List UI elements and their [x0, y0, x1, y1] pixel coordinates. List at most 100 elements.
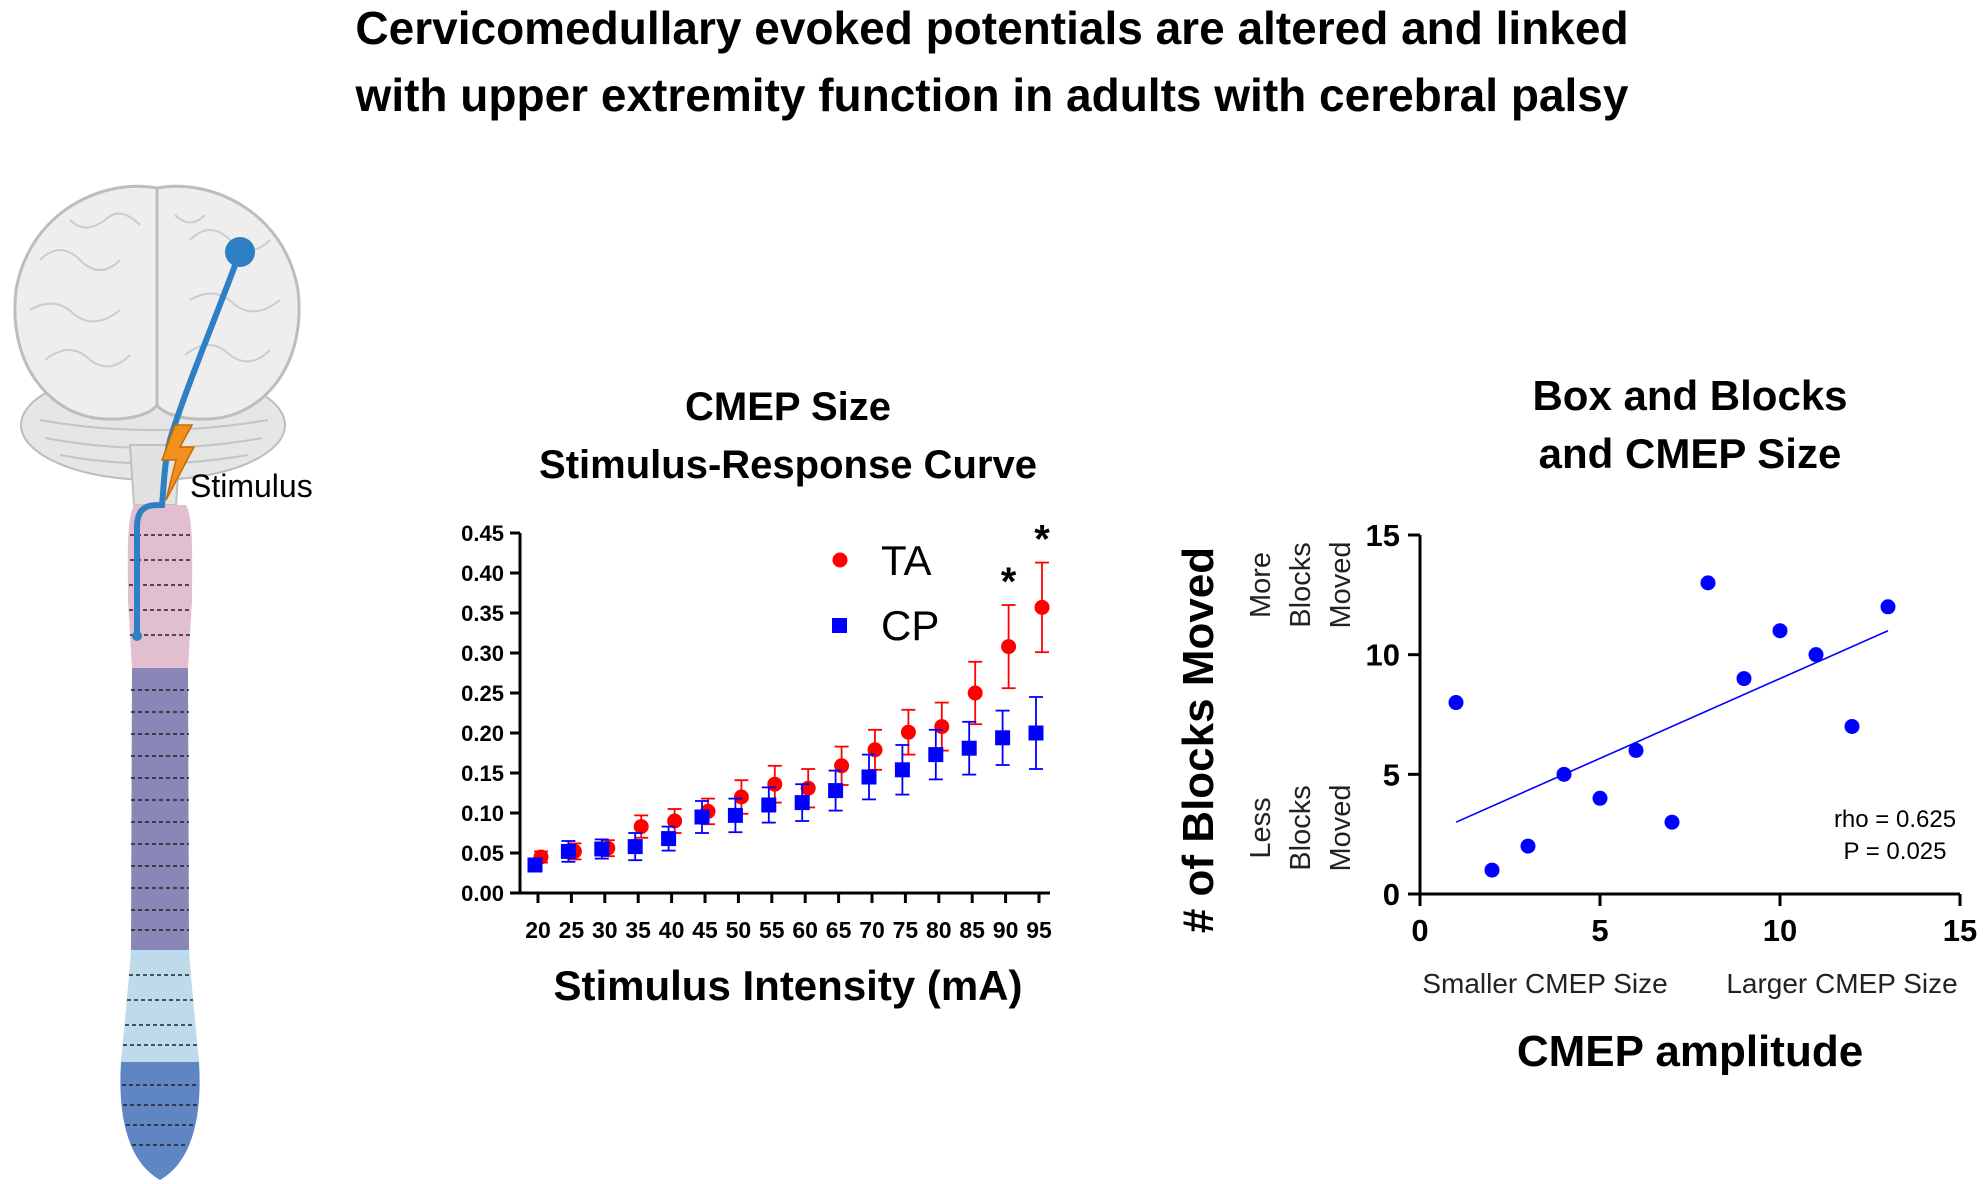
data-point-ta	[967, 685, 983, 701]
y-sublabel-upper-3: Moved	[1325, 541, 1357, 628]
y-sublabel-upper-1: More	[1245, 552, 1277, 618]
data-point-ta	[633, 819, 649, 835]
chart2-x-tick-label: 0	[1411, 913, 1428, 948]
scatter-point	[1880, 599, 1896, 615]
chart1-y-tick-label: 0.00	[461, 881, 504, 906]
sacral-segment	[120, 1062, 200, 1180]
brain-gyri	[29, 212, 281, 368]
data-point-ta	[667, 813, 683, 829]
chart2-y-tick-label: 15	[1366, 518, 1400, 553]
stimulus-response-chart: CMEP Size Stimulus-Response Curve 0.00 0.…	[461, 385, 1052, 1009]
anatomy-illustration: Stimulus	[13, 184, 313, 1180]
scatter-point	[1448, 695, 1464, 711]
data-point-ta	[1001, 639, 1017, 655]
chart1-x-tick-label: 55	[759, 917, 785, 943]
chart2-p-stat: P = 0.025	[1844, 838, 1947, 865]
chart1-y-tick-label: 0.05	[461, 841, 504, 866]
scatter-point	[1772, 623, 1788, 639]
legend-cp-marker	[832, 618, 847, 633]
data-point-cp	[761, 797, 777, 813]
data-point-cp	[995, 730, 1011, 746]
chart1-y-tick-label: 0.15	[461, 761, 504, 786]
chart1-x-tick-label: 95	[1026, 917, 1052, 943]
chart1-x-tick-label: 75	[893, 917, 919, 943]
chart2-title-line-1: Box and Blocks	[1532, 372, 1847, 419]
chart1-title-line-1: CMEP Size	[685, 385, 891, 429]
data-point-cp	[894, 762, 910, 778]
chart1-y-tick-label: 0.35	[461, 601, 504, 626]
chart2-title-line-2: and CMEP Size	[1539, 430, 1842, 477]
scatter-point	[1484, 862, 1500, 878]
data-point-cp	[694, 809, 710, 825]
chart2-rho-stat: rho = 0.625	[1834, 806, 1956, 833]
chart1-y-tick-label: 0.10	[461, 801, 504, 826]
regression-line	[1455, 630, 1889, 823]
motor-cortex-neuron	[225, 237, 255, 267]
chart2-y-tick-label: 10	[1366, 638, 1400, 673]
chart2-y-axis-label: # of Blocks Moved	[1174, 547, 1223, 933]
scatter-point	[1844, 718, 1860, 734]
data-point-cp	[727, 807, 743, 823]
y-sublabel-lower-1: Less	[1245, 797, 1277, 858]
chart1-x-tick-label: 90	[993, 917, 1019, 943]
data-point-ta	[733, 789, 749, 805]
chart1-x-tick-label: 60	[792, 917, 818, 943]
chart1-y-tick-label: 0.40	[461, 561, 504, 586]
chart1-y-tick-label: 0.45	[461, 521, 504, 546]
scatter-point	[1808, 647, 1824, 663]
y-sublabel-upper-2: Blocks	[1285, 542, 1317, 627]
scatter-point	[1664, 814, 1680, 830]
scatter-point	[1556, 766, 1572, 782]
chart1-y-tick-label: 0.20	[461, 721, 504, 746]
chart2-x-tick-label: 15	[1943, 913, 1977, 948]
cervical-segment	[127, 505, 193, 668]
chart1-y-tick-label: 0.25	[461, 681, 504, 706]
scatter-point	[1592, 790, 1608, 806]
chart1-x-tick-label: 50	[726, 917, 752, 943]
data-point-cp	[1028, 725, 1044, 741]
data-point-cp	[828, 783, 844, 799]
chart1-x-tick-label: 80	[926, 917, 952, 943]
pathway-terminal	[132, 631, 142, 641]
figure-title-line-1: Cervicomedullary evoked potentials are a…	[355, 2, 1628, 54]
figure-title-line-2: with upper extremity function in adults …	[355, 69, 1629, 121]
scatter-point	[1628, 742, 1644, 758]
data-point-cp	[794, 795, 810, 811]
data-point-ta	[1034, 599, 1050, 615]
chart2-x-tick-label: 10	[1763, 913, 1797, 948]
stimulus-label: Stimulus	[190, 468, 313, 504]
data-point-cp	[627, 839, 643, 855]
significance-asterisk: *	[1034, 518, 1050, 562]
scatter-point	[1700, 575, 1716, 591]
data-point-cp	[961, 740, 977, 756]
chart1-x-tick-label: 25	[559, 917, 585, 943]
chart2-x-axis-label: CMEP amplitude	[1517, 1027, 1863, 1076]
y-sublabel-lower-3: Moved	[1325, 784, 1357, 871]
chart1-x-tick-label: 70	[859, 917, 885, 943]
chart1-title-line-2: Stimulus-Response Curve	[539, 443, 1037, 487]
chart1-x-tick-label: 40	[659, 917, 685, 943]
significance-asterisk: *	[1001, 560, 1017, 604]
lumbar-segment	[121, 950, 199, 1062]
data-point-ta	[867, 742, 883, 758]
chart2-y-tick-label: 0	[1383, 877, 1400, 912]
chart1-x-tick-label: 30	[592, 917, 618, 943]
chart2-x-tick-label: 5	[1591, 913, 1608, 948]
data-point-cp	[928, 747, 944, 763]
chart1-x-tick-label: 45	[692, 917, 718, 943]
data-point-cp	[861, 769, 877, 785]
legend-ta-label: TA	[881, 537, 932, 584]
chart1-y-tick-label: 0.30	[461, 641, 504, 666]
chart1-x-tick-label: 85	[959, 917, 985, 943]
y-sublabel-lower-2: Blocks	[1285, 785, 1317, 870]
chart2-y-sublabels: More Blocks Moved Less Blocks Moved	[1245, 541, 1357, 871]
scatter-point	[1520, 838, 1536, 854]
data-point-cp	[661, 831, 677, 847]
data-point-ta	[900, 724, 916, 740]
chart1-x-tick-label: 20	[525, 917, 551, 943]
x-sublabel-smaller: Smaller CMEP Size	[1422, 968, 1667, 999]
legend-cp-label: CP	[881, 602, 939, 649]
data-point-cp	[594, 841, 610, 857]
x-sublabel-larger: Larger CMEP Size	[1726, 968, 1957, 999]
